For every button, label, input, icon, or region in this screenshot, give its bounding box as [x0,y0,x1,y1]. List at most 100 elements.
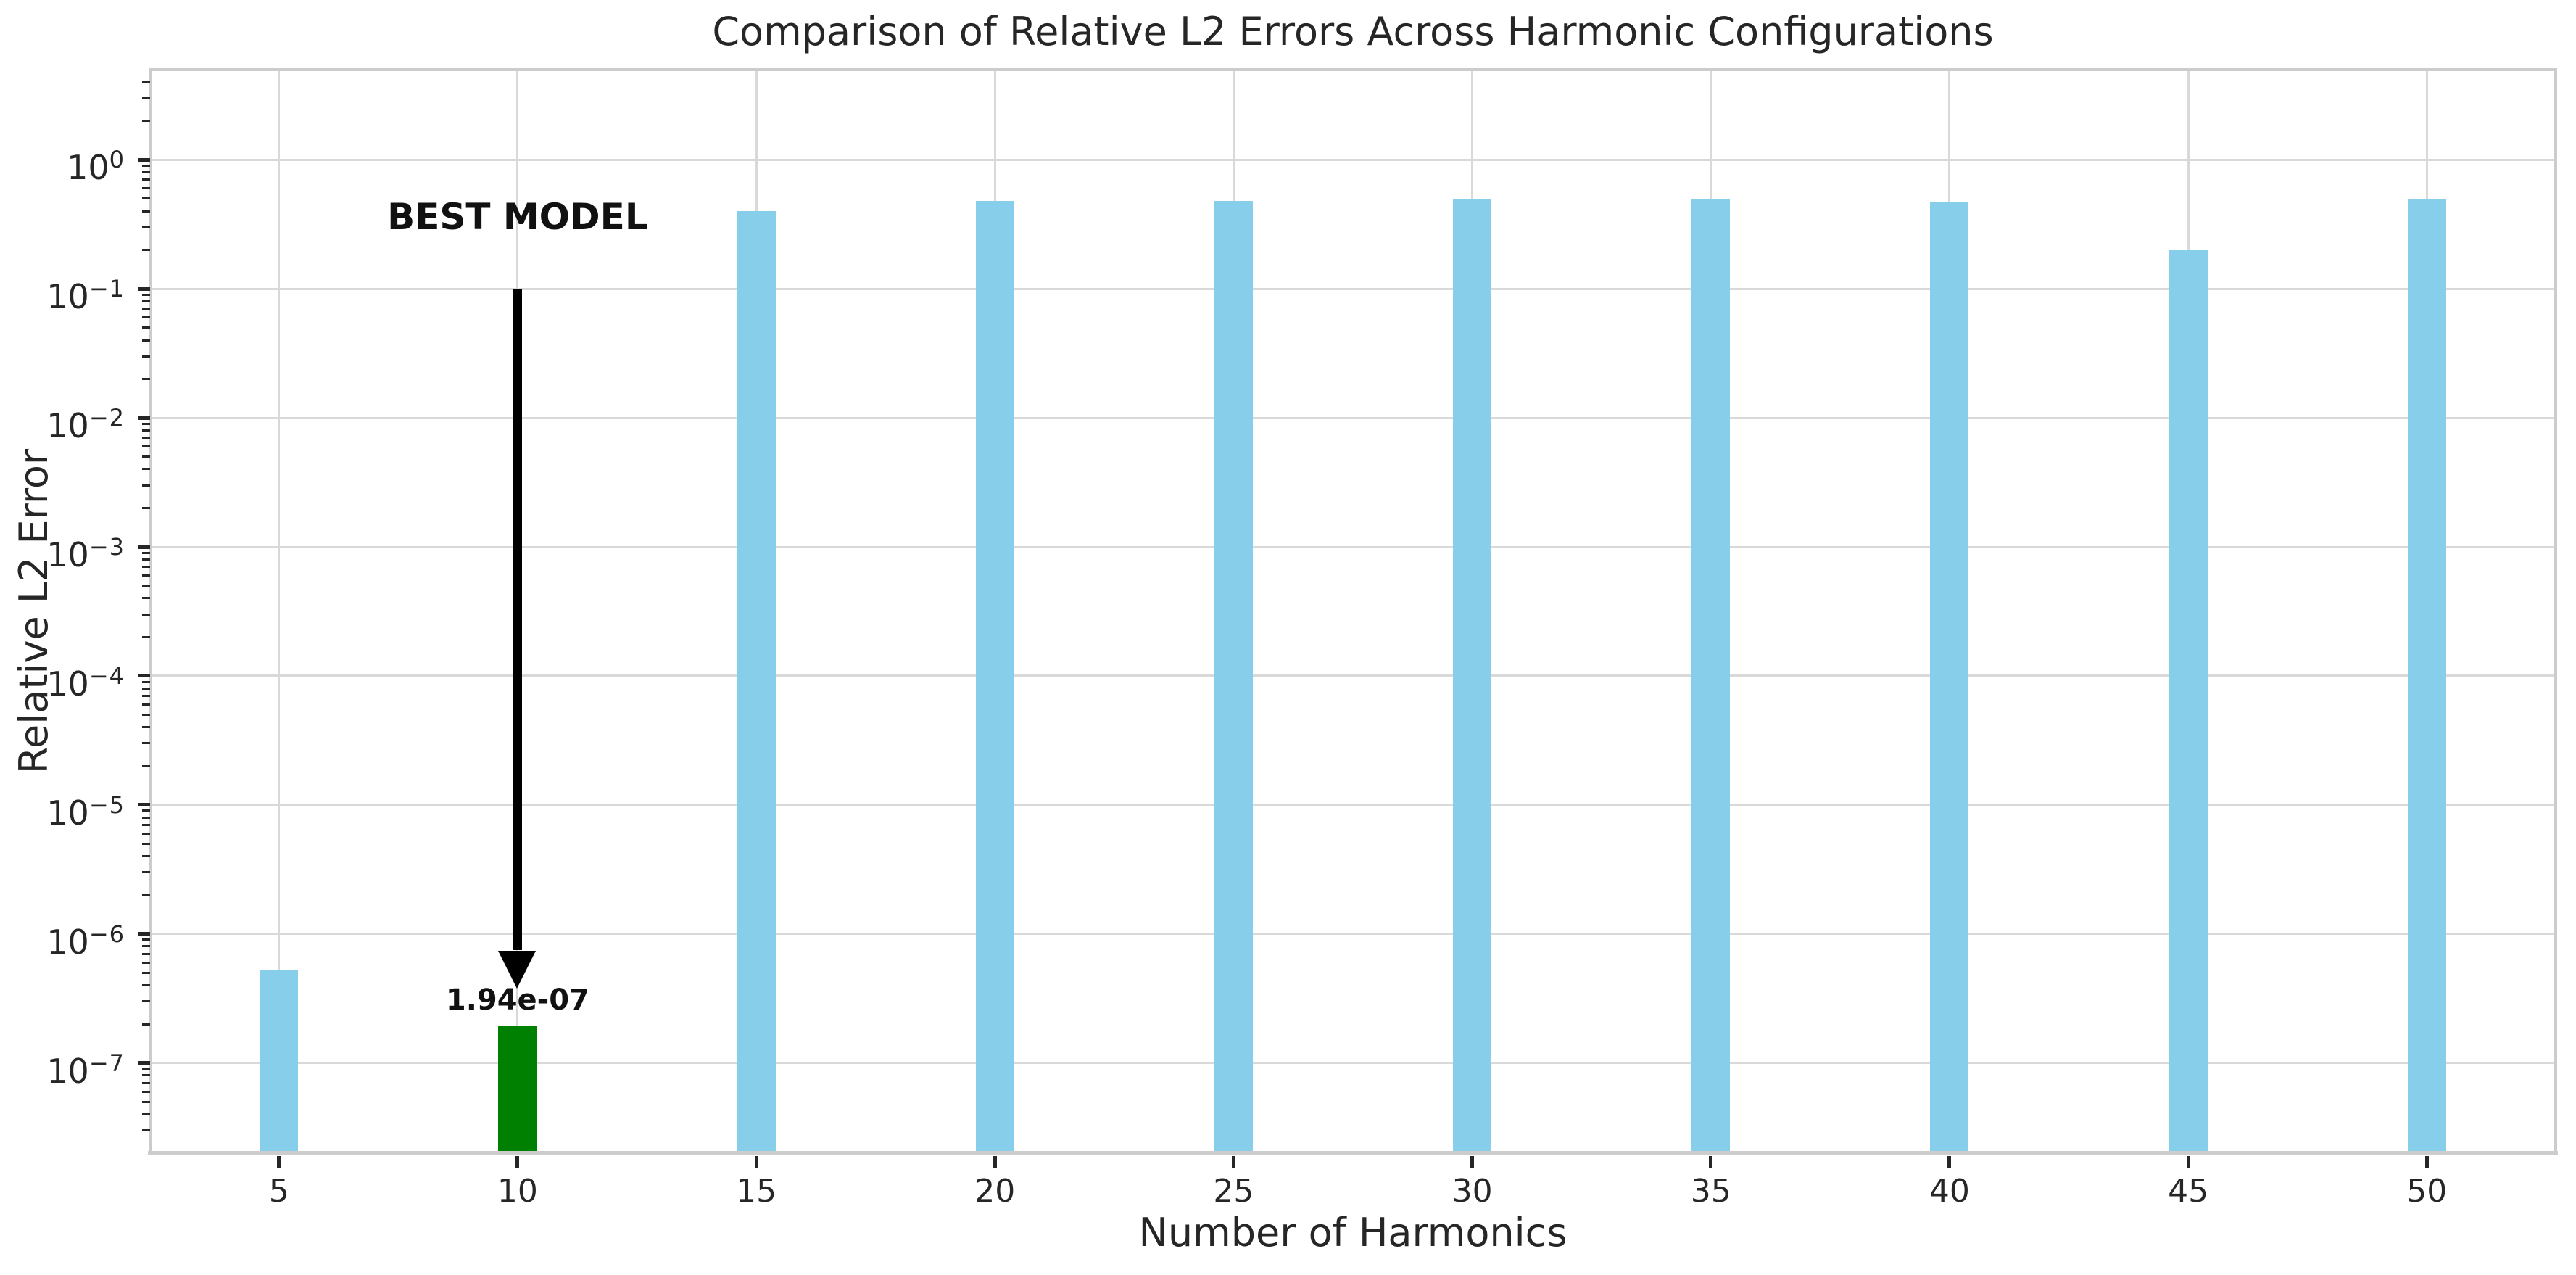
y-minor-tick [142,308,150,310]
x-tick-label: 15 [736,1173,777,1210]
y-minor-tick [142,938,150,941]
y-minor-tick [142,226,150,228]
horizontal-gridline [150,1062,2556,1065]
y-minor-tick [142,81,150,83]
y-minor-tick [142,1113,150,1115]
x-tick-label: 45 [2168,1173,2209,1210]
bar-50 [2407,199,2446,1151]
y-minor-tick [142,551,150,554]
y-minor-tick [142,1074,150,1077]
left-spine [149,68,152,1155]
right-spine [2554,68,2557,1155]
x-tick [1231,1156,1235,1168]
bar-20 [975,201,1014,1151]
y-tick-label: 10−5 [46,791,125,833]
bottom-spine [148,1151,2558,1155]
y-major-tick [138,286,150,291]
y-tick-label: 10−6 [46,920,125,962]
y-major-tick [138,1061,150,1065]
y-minor-tick [142,120,150,123]
y-minor-tick [142,197,150,200]
x-tick-label: 30 [1451,1173,1493,1210]
y-minor-tick [142,842,150,845]
annotation-arrow-shaft [513,289,522,951]
best-model-annotation-text: BEST MODEL [387,196,648,239]
y-minor-tick [142,680,150,683]
x-tick-label: 10 [497,1173,538,1210]
y-minor-tick [142,1081,150,1084]
annotation-arrow-head-icon [498,950,537,989]
y-minor-tick [142,871,150,874]
y-minor-tick [142,171,150,174]
y-minor-tick [142,445,150,448]
y-minor-tick [142,422,150,425]
best-model-value-label: 1.94e-07 [445,983,589,1017]
y-major-tick [138,674,150,678]
x-tick-label: 20 [974,1173,1016,1210]
y-minor-tick [142,714,150,716]
y-minor-tick [142,984,150,987]
top-spine [149,68,2557,71]
y-minor-tick [142,695,150,697]
x-tick [277,1156,281,1168]
y-minor-tick [142,823,150,826]
y-minor-tick [142,855,150,858]
y-minor-tick [142,1129,150,1132]
y-minor-tick [142,1090,150,1093]
y-tick-label: 10−1 [46,275,125,317]
y-minor-tick [142,164,150,167]
y-minor-tick [142,585,150,587]
x-axis-title: Number of Harmonics [1138,1210,1567,1255]
horizontal-gridline [150,674,2556,677]
horizontal-gridline [150,545,2556,548]
y-minor-tick [142,566,150,569]
y-major-tick [138,157,150,162]
y-minor-tick [142,832,150,835]
x-tick [515,1156,520,1168]
y-minor-tick [142,764,150,767]
y-minor-tick [142,574,150,577]
y-major-tick [138,803,150,807]
horizontal-gridline [150,416,2556,419]
y-minor-tick [142,326,150,329]
bar-45 [2169,249,2208,1151]
horizontal-gridline [150,287,2556,290]
y-minor-tick [142,249,150,252]
y-major-tick [138,932,150,936]
y-minor-tick [142,316,150,319]
x-tick-label: 35 [1690,1173,1731,1210]
y-minor-tick [142,96,150,99]
x-tick [1947,1156,1952,1168]
bar-10 [498,1026,537,1151]
y-minor-tick [142,437,150,440]
y-minor-tick [142,484,150,487]
y-minor-tick [142,687,150,690]
y-minor-tick [142,945,150,948]
horizontal-gridline [150,933,2556,936]
y-minor-tick [142,506,150,509]
y-minor-tick [142,455,150,458]
y-minor-tick [142,293,150,296]
x-tick [2186,1156,2190,1168]
y-minor-tick [142,429,150,432]
y-minor-tick [142,613,150,616]
y-minor-tick [142,597,150,600]
bar-25 [1214,201,1253,1151]
y-minor-tick [142,558,150,561]
y-tick-label: 10−2 [46,404,125,446]
horizontal-gridline [150,158,2556,161]
x-tick-label: 25 [1213,1173,1254,1210]
bar-30 [1453,199,1492,1151]
bar-15 [737,211,776,1151]
y-minor-tick [142,703,150,706]
y-minor-tick [142,1068,150,1070]
y-major-tick [138,545,150,549]
x-tick-label: 5 [268,1173,289,1210]
bar-40 [1930,202,1969,1151]
x-tick [993,1156,997,1168]
y-minor-tick [142,378,150,381]
y-minor-tick [142,468,150,471]
y-minor-tick [142,210,150,212]
y-minor-tick [142,1100,150,1103]
